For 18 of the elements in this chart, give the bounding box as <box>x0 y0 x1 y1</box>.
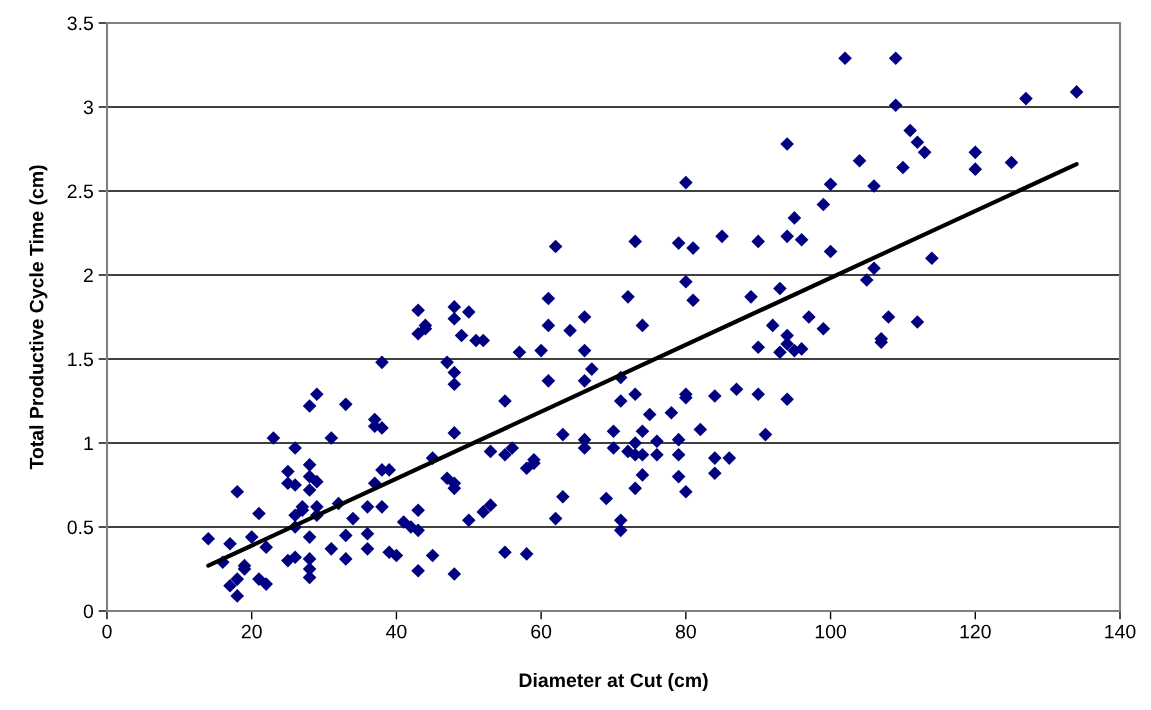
x-tick-label: 40 <box>386 624 407 639</box>
y-tick-label: 3 <box>83 100 93 115</box>
x-tick-label: 140 <box>1105 624 1136 639</box>
x-tick-label: 20 <box>241 624 262 639</box>
y-tick-label: 0 <box>83 604 94 619</box>
x-tick-label: 100 <box>815 624 847 639</box>
y-tick-label: 1.5 <box>68 352 93 367</box>
x-tick-label: 120 <box>960 624 991 639</box>
y-tick-label: 1 <box>84 436 93 451</box>
y-tick-label: 2.5 <box>67 184 93 199</box>
y-tick-label: 0.5 <box>67 520 93 535</box>
y-tick-label: 2 <box>83 268 93 283</box>
x-tick-label: 80 <box>675 624 696 639</box>
x-tick-label: 0 <box>102 624 112 639</box>
x-tick-label: 60 <box>531 624 552 639</box>
y-tick-label: 3.5 <box>67 16 93 31</box>
y-axis-title: Total Productive Cycle Time (cm) <box>29 165 48 470</box>
x-axis-title: Diameter at Cut (cm) <box>519 672 708 691</box>
